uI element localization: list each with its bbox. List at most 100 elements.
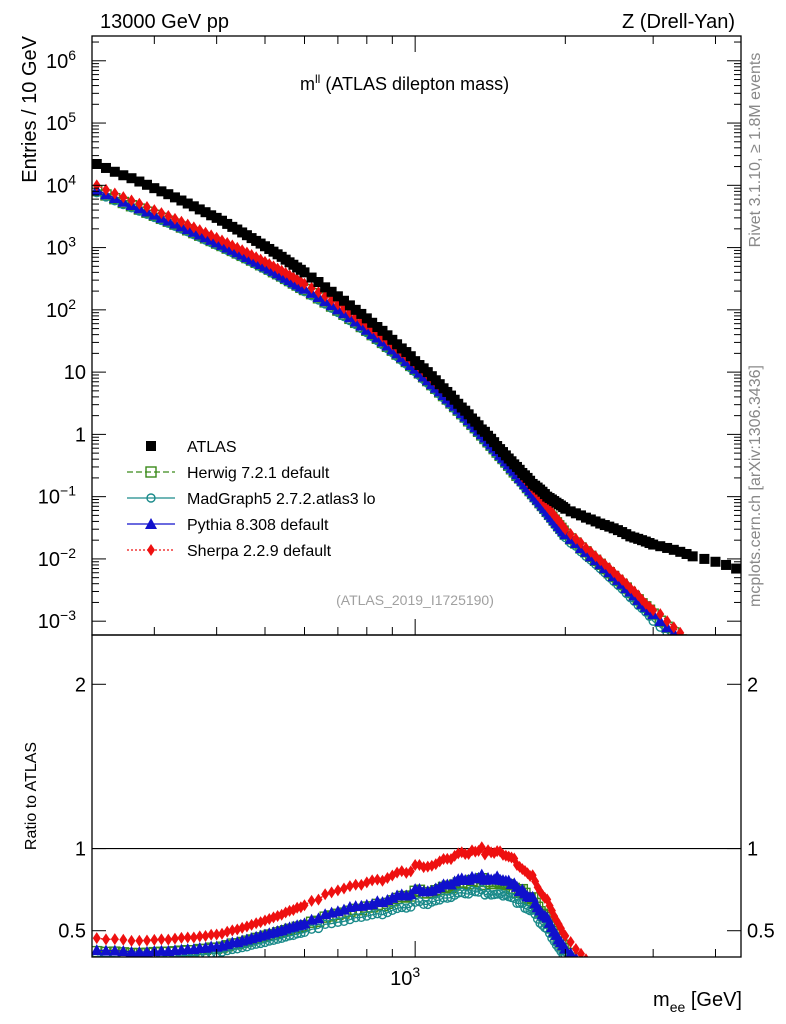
madgraph-ratio-point xyxy=(470,886,481,897)
y-tick-label-mantissa: 10 xyxy=(46,113,68,135)
atlas-point xyxy=(126,173,137,184)
xlabel-rest: [GeV] xyxy=(685,989,742,1011)
atlas-point xyxy=(156,186,167,197)
sherpa-point xyxy=(656,608,665,621)
sherpa-ratio-point xyxy=(571,942,580,955)
legend-marker-sherpa xyxy=(147,544,155,556)
atlas-point xyxy=(216,215,227,226)
sherpa-point xyxy=(135,197,144,210)
sherpa-point xyxy=(663,615,672,628)
sherpa-point xyxy=(142,200,151,213)
ratio-plot-data xyxy=(92,841,741,957)
madgraph-ratio-point xyxy=(320,919,330,929)
madgraph-ratio-point xyxy=(517,898,528,909)
atlas-point xyxy=(299,267,310,278)
sherpa-ratio-point xyxy=(576,947,585,957)
y-tick-label: 10−1 xyxy=(38,483,76,509)
madgraph-ratio-point xyxy=(350,912,361,923)
legend-marker-herwig xyxy=(145,466,157,478)
atlas-point xyxy=(222,218,233,229)
madgraph-ratio-point xyxy=(514,898,525,909)
atlas-point xyxy=(367,317,378,328)
pythia-ratio-point xyxy=(559,942,572,954)
atlas-point xyxy=(306,272,317,283)
y-tick-label-exponent: 3 xyxy=(68,234,76,250)
madgraph-ratio-point xyxy=(339,916,349,927)
atlas-point xyxy=(655,541,666,552)
sherpa-point xyxy=(177,215,186,228)
legend-label-sherpa: Sherpa 2.2.9 default xyxy=(187,543,332,560)
madgraph-ratio-point xyxy=(306,924,317,934)
atlas-point xyxy=(687,551,698,562)
sherpa-point xyxy=(150,204,159,217)
sherpa-ratio-point xyxy=(327,886,336,899)
plot-title: mll (ATLAS dilepton mass) xyxy=(300,72,509,94)
y-tick-label-exponent: 5 xyxy=(68,109,76,125)
y-tick-label: 102 xyxy=(46,296,76,322)
pythia-ratio-point xyxy=(92,944,103,956)
atlas-point xyxy=(662,542,673,553)
pythia-ratio-point xyxy=(108,944,121,956)
atlas-point xyxy=(675,546,686,557)
x-tick-label-exponent: 3 xyxy=(412,964,420,980)
y-tick-label-mantissa: 10 xyxy=(46,51,68,73)
sherpa-ratio-point xyxy=(142,934,151,947)
madgraph-ratio-point xyxy=(387,905,398,916)
atlas-point xyxy=(326,286,337,297)
xlabel: mee [GeV] xyxy=(653,989,742,1015)
x-tick-label: 103 xyxy=(390,964,420,990)
rivet-label: Rivet 3.1.10, ≥ 1.8M events xyxy=(747,53,764,248)
ratio-plot-frame xyxy=(91,634,742,958)
y-tick-label-exponent: 4 xyxy=(68,171,76,187)
atlas-point xyxy=(565,506,576,517)
sherpa-point xyxy=(576,537,585,550)
sherpa-point xyxy=(649,604,658,617)
mcplots-label: mcplots.cern.ch [arXiv:1306.3436] xyxy=(747,365,764,607)
sherpa-point xyxy=(101,183,110,196)
sherpa-ratio-point xyxy=(157,933,166,946)
atlas-point xyxy=(681,548,692,559)
y-tick-label-exponent: 6 xyxy=(68,47,76,63)
atlas-point xyxy=(176,195,187,206)
madgraph-ratio-point xyxy=(392,903,402,914)
ratio-tick-label-right: 2 xyxy=(747,674,758,696)
madgraph-ratio-point xyxy=(453,888,463,898)
madgraph-ratio-point xyxy=(512,898,522,909)
legend-label-atlas: ATLAS xyxy=(187,439,237,456)
madgraph-ratio-point xyxy=(372,908,383,919)
atlas-point xyxy=(560,503,571,514)
atlas-point xyxy=(194,204,205,215)
ratio-tick-label: 1 xyxy=(75,839,86,861)
sherpa-ratio-point xyxy=(411,859,420,871)
pythia-ratio-point xyxy=(298,917,311,929)
y-tick-label-exponent: −2 xyxy=(60,545,76,561)
sherpa-point xyxy=(170,212,179,225)
atlas-point xyxy=(372,322,383,333)
sherpa-ratio-point xyxy=(373,873,382,886)
pythia-ratio-point xyxy=(99,944,112,956)
atlas-point xyxy=(356,308,367,319)
madgraph-ratio-point xyxy=(418,899,429,909)
atlas-point xyxy=(92,158,102,169)
sherpa-ratio-point xyxy=(110,933,119,946)
sherpa-ratio-point xyxy=(189,931,198,944)
y-tick-label: 103 xyxy=(46,234,76,260)
pythia-ratio-point xyxy=(565,947,576,957)
pythia-ratio-point xyxy=(312,912,325,924)
y-tick-label-mantissa: 10 xyxy=(64,362,86,384)
madgraph-ratio-point xyxy=(492,889,502,899)
atlas-point xyxy=(200,207,211,218)
ratio-tick-label: 2 xyxy=(75,674,86,696)
sherpa-ratio-point xyxy=(92,932,101,945)
madgraph-ratio-point xyxy=(345,914,355,925)
legend-label-herwig: Herwig 7.2.1 default xyxy=(187,465,330,482)
sherpa-ratio-point xyxy=(368,874,377,887)
sherpa-ratio-point xyxy=(345,880,354,893)
madgraph-ratio-point xyxy=(313,923,324,934)
madgraph-ratio-point xyxy=(397,902,407,913)
sherpa-ratio-point xyxy=(195,930,204,943)
x-tick-label-mantissa: 10 xyxy=(390,968,412,990)
legend-marker-madgraph xyxy=(146,493,156,503)
legend-marker-pythia xyxy=(145,518,157,529)
